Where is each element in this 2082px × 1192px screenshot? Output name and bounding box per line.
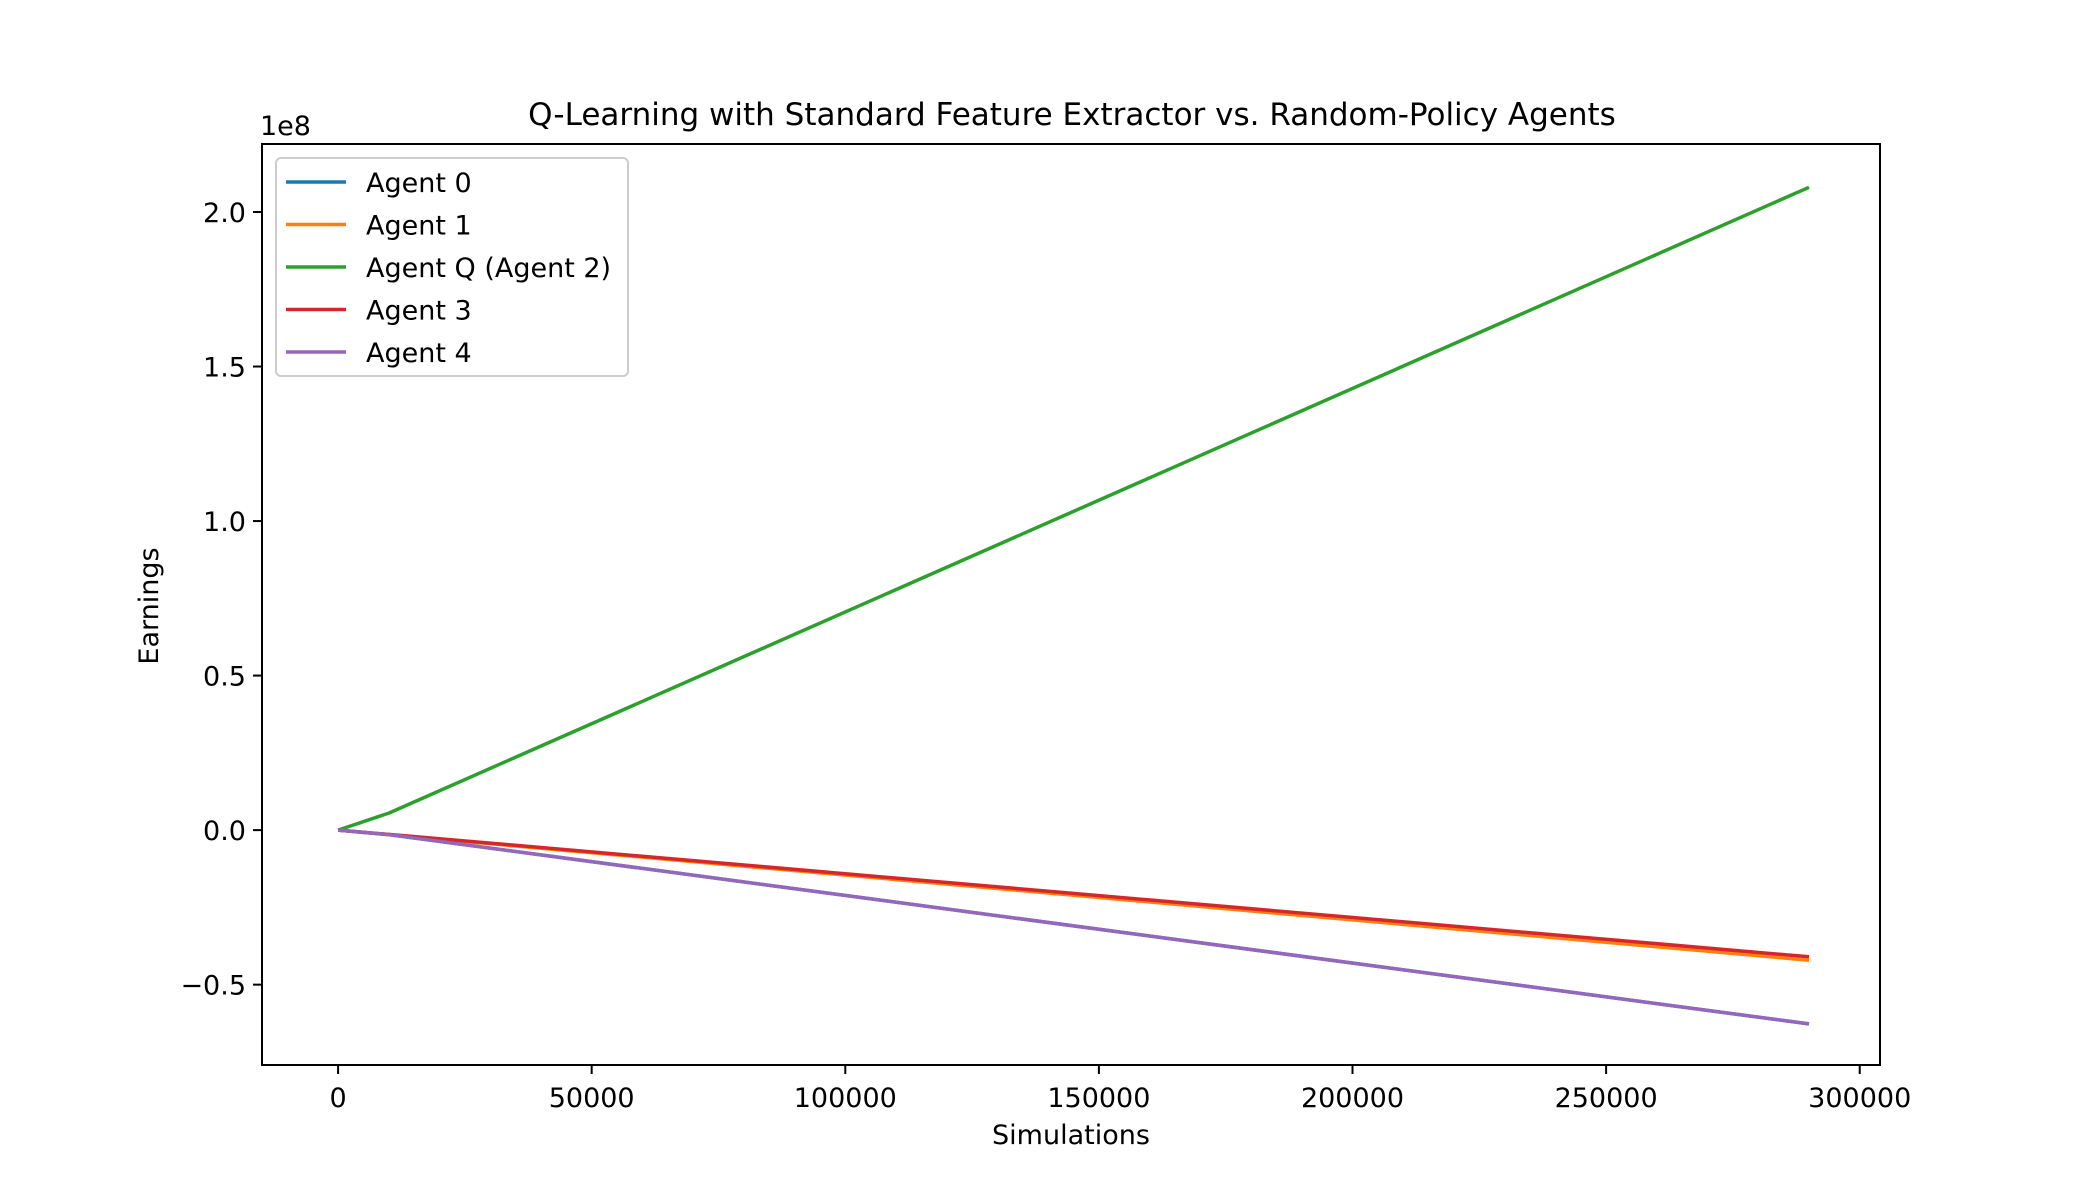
series-line-4 (337, 828, 1810, 959)
y-axis-label: Earnings (134, 547, 165, 664)
x-tick-label: 50000 (549, 1083, 635, 1114)
plot-frame (261, 143, 1881, 1066)
legend-label: Agent 1 (366, 211, 472, 242)
x-tick-label: 100000 (794, 1083, 897, 1114)
legend: Agent 0 Agent 1 Agent Q (Agent 2) Agent 3 Ag… (275, 157, 629, 377)
x-tick-label: 200000 (1301, 1083, 1404, 1114)
y-tick-label: −0.5 (180, 971, 246, 1002)
series-line-3 (337, 185, 1810, 832)
legend-label: Agent Q (Agent 2) (366, 253, 611, 284)
legend-label: Agent 4 (366, 338, 472, 369)
y-offset-label: 1e8 (260, 111, 311, 142)
x-axis: 0 50000 100000 150000 200000 250000 300000 (329, 1065, 1911, 1114)
legend-frame (275, 157, 629, 377)
x-tick-label: 300000 (1808, 1083, 1911, 1114)
series-line-5 (337, 828, 1810, 1026)
chart-title: Q-Learning with Standard Feature Extract… (528, 97, 1616, 133)
series-layer (337, 185, 1810, 1026)
y-tick-label: 1.0 (203, 507, 246, 538)
x-tick-label: 250000 (1555, 1083, 1658, 1114)
legend-label: Agent 3 (366, 296, 472, 327)
x-tick-label: 150000 (1047, 1083, 1150, 1114)
y-tick-label: 0.0 (203, 816, 246, 847)
x-tick-label: 0 (329, 1083, 346, 1114)
legend-label: Agent 0 (366, 168, 472, 199)
y-tick-label: 1.5 (203, 353, 246, 384)
y-tick-label: 2.0 (203, 198, 246, 229)
y-axis: −0.5 0.0 0.5 1.0 1.5 2.0 (180, 198, 262, 1002)
y-tick-label: 0.5 (203, 662, 246, 693)
x-axis-label: Simulations (992, 1120, 1150, 1151)
